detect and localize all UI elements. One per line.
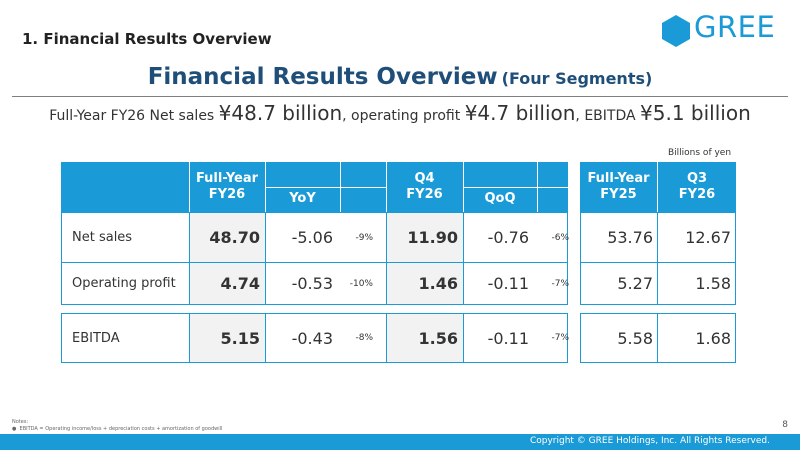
table-group-sales-profit-right — [580, 212, 736, 305]
cell-operating-profit-fy26: 4.74 — [190, 263, 265, 304]
headline-text-3: , EBITDA — [575, 108, 641, 124]
copyright: Copyright © GREE Holdings, Inc. All Righ… — [529, 436, 770, 446]
page-title-main: Financial Results Overview — [147, 64, 498, 90]
section-title: 1. Financial Results Overview — [22, 30, 272, 48]
cell-net-sales-yoy: -5.06 — [291, 228, 333, 247]
page-title: Financial Results Overview (Four Segments… — [0, 64, 800, 90]
cell-net-sales-yoy-pct: -9% — [355, 232, 373, 243]
cell-ebitda-qoq: -0.11 — [487, 328, 529, 348]
footer-bar: Copyright © GREE Holdings, Inc. All Righ… — [0, 434, 800, 450]
headline-ebitda: ¥5.1 billion — [640, 101, 751, 125]
headline-net-sales: ¥48.7 billion — [218, 101, 343, 125]
cell-net-sales-fy26: 48.70 — [190, 213, 265, 262]
cell-operating-profit-yoy-pct: -10% — [349, 278, 373, 289]
cell-operating-profit-q3: 1.58 — [695, 274, 731, 293]
header-yoy-top — [265, 162, 386, 187]
headline-text-1: Full-Year FY26 Net sales — [49, 108, 219, 124]
cell-ebitda-fy26: 5.15 — [190, 314, 265, 362]
notes-title: Notes: — [12, 419, 29, 425]
header-qoq-top — [463, 162, 568, 187]
header-label-blank — [61, 162, 189, 212]
cell-operating-profit-yoy: -0.53 — [291, 274, 333, 293]
table-group-sales-profit-left — [61, 212, 568, 305]
cell-operating-profit-qoq: -0.11 — [487, 274, 529, 293]
cell-net-sales-q3: 12.67 — [685, 228, 731, 247]
header-qoq-pct — [537, 187, 568, 212]
cell-ebitda-yoy: -0.43 — [291, 328, 333, 348]
table-group-ebitda-left — [61, 313, 568, 363]
table-group-ebitda-right — [580, 313, 736, 363]
cell-operating-profit-fy25: 5.27 — [617, 274, 653, 293]
cell-net-sales-q4: 11.90 — [387, 213, 463, 262]
header-full-year-fy25: Full-Year FY25 — [580, 162, 657, 212]
row-label-operating-profit: Operating profit — [72, 276, 176, 291]
header-q3-fy26: Q3 FY26 — [658, 162, 736, 212]
cell-ebitda-q3: 1.68 — [695, 328, 731, 348]
cell-ebitda-fy25: 5.58 — [617, 328, 653, 348]
row-label-ebitda: EBITDA — [72, 330, 120, 346]
header-yoy: YoY — [265, 187, 340, 212]
cell-ebitda-qoq-pct: -7% — [551, 333, 569, 343]
cell-ebitda-q4: 1.56 — [387, 314, 463, 362]
header-yoy-pct — [340, 187, 386, 212]
logo-text: GREE — [694, 10, 776, 44]
cell-operating-profit-qoq-pct: -7% — [551, 278, 569, 289]
cell-ebitda-yoy-pct: -8% — [355, 333, 373, 343]
notes: Notes: ● EBITDA = Operating income/loss … — [12, 419, 222, 432]
header-q4-fy26: Q4 FY26 — [386, 162, 463, 212]
cell-net-sales-qoq-pct: -6% — [551, 232, 569, 243]
cell-net-sales-fy25: 53.76 — [607, 228, 653, 247]
cell-net-sales-qoq: -0.76 — [487, 228, 529, 247]
row-label-net-sales: Net sales — [72, 230, 133, 245]
headline-operating-profit: ¥4.7 billion — [464, 101, 576, 125]
header-qoq: QoQ — [463, 187, 537, 212]
headline-summary: Full-Year FY26 Net sales ¥48.7 billion, … — [0, 101, 800, 125]
unit-note: Billions of yen — [668, 148, 732, 158]
header-full-year-fy26: Full-Year FY26 — [189, 162, 265, 212]
title-divider — [12, 96, 788, 97]
notes-item: ● EBITDA = Operating income/loss + depre… — [12, 425, 223, 432]
headline-text-2: , operating profit — [342, 108, 465, 124]
page-number: 8 — [782, 420, 788, 430]
page-title-sub: (Four Segments) — [501, 69, 653, 88]
gree-logo-icon — [662, 15, 690, 47]
cell-operating-profit-q4: 1.46 — [387, 263, 463, 304]
